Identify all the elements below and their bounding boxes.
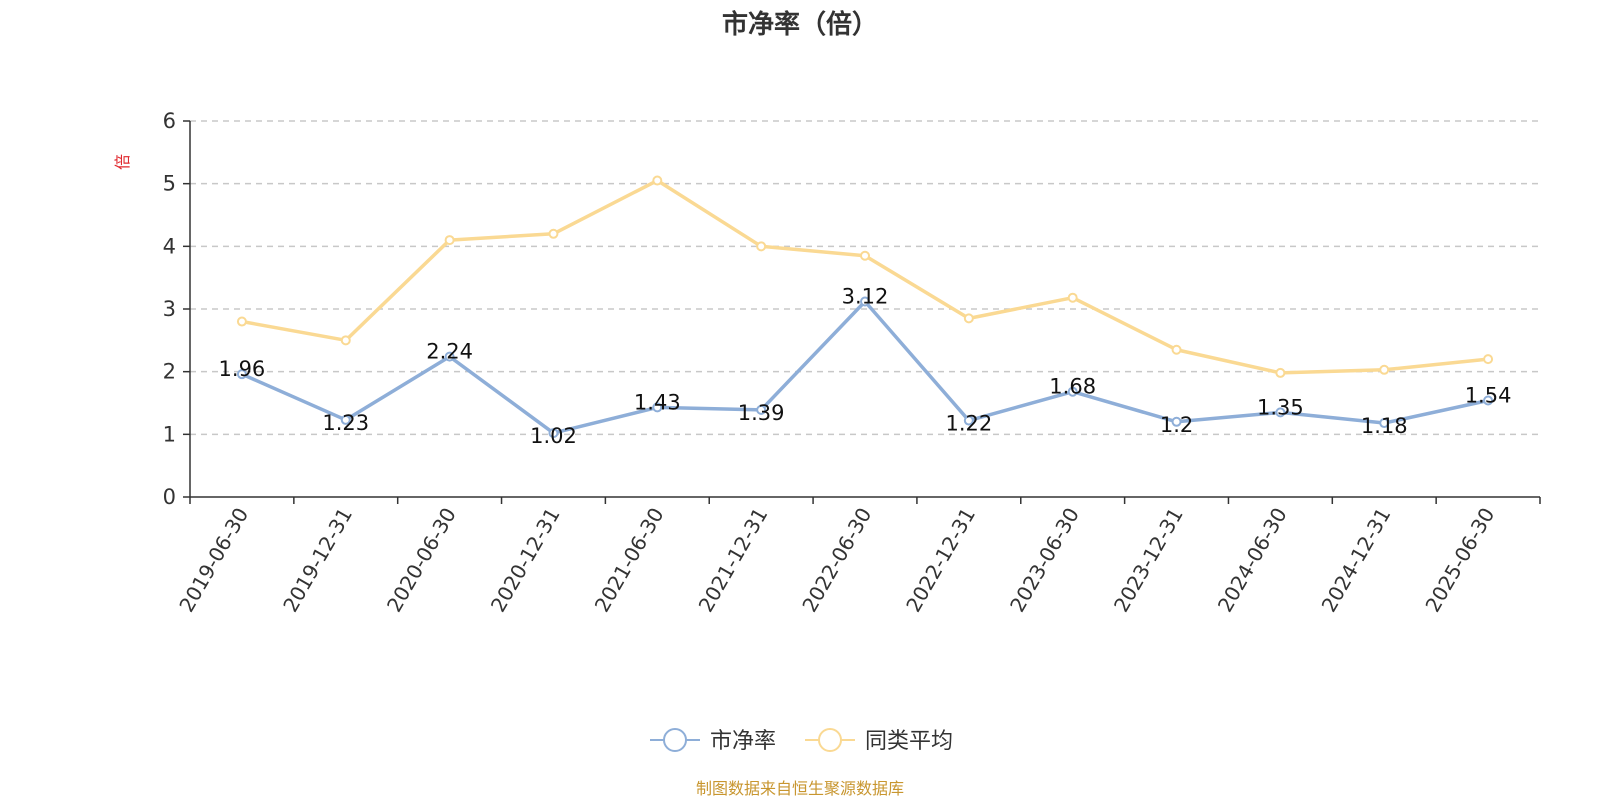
data-point[interactable] xyxy=(1379,418,1390,429)
data-label: 1.43 xyxy=(634,390,681,414)
data-label: 2.24 xyxy=(426,340,473,364)
data-point[interactable] xyxy=(548,228,559,239)
series-lines xyxy=(236,175,1494,439)
y-tick-label: 4 xyxy=(163,234,176,258)
y-tick-label: 1 xyxy=(163,422,176,446)
data-label: 1.35 xyxy=(1257,395,1304,419)
data-point[interactable] xyxy=(1171,416,1182,427)
y-tick-label: 3 xyxy=(163,297,176,321)
data-point[interactable] xyxy=(1379,364,1390,375)
legend-label: 同类平均 xyxy=(865,729,953,754)
data-label: 3.12 xyxy=(842,284,889,308)
data-label: 1.39 xyxy=(738,401,785,425)
data-point[interactable] xyxy=(1067,292,1078,303)
data-point[interactable] xyxy=(860,296,870,307)
chart-title: 市净率（倍） xyxy=(722,9,878,40)
data-point[interactable] xyxy=(340,414,351,425)
x-tick-label: 2024-12-31 xyxy=(1317,504,1396,617)
data-label: 1.68 xyxy=(1049,375,1096,399)
data-point[interactable] xyxy=(1275,407,1286,418)
data-point[interactable] xyxy=(963,313,974,324)
data-point[interactable] xyxy=(756,404,767,415)
y-tick-label: 6 xyxy=(163,109,176,133)
data-point[interactable] xyxy=(236,316,247,327)
legend-item-1[interactable]: 同类平均 xyxy=(805,728,953,754)
x-tick-label: 2023-06-30 xyxy=(1005,504,1084,617)
data-point[interactable] xyxy=(860,250,870,261)
data-label: 1.2 xyxy=(1160,413,1193,437)
x-tick-label: 2019-06-30 xyxy=(174,504,253,617)
y-axis-label: 倍 xyxy=(113,154,132,170)
x-tick-label: 2020-06-30 xyxy=(382,503,461,616)
x-tick-label: 2021-12-31 xyxy=(694,504,773,617)
y-tick-label: 0 xyxy=(163,485,176,509)
axes: 0 1 2 3 4 5 6 2019-06-30 2019-12-31 2020-06-30 202… xyxy=(163,109,1541,617)
data-point[interactable] xyxy=(1483,354,1494,365)
data-point[interactable] xyxy=(444,235,455,246)
x-tick-label: 2020-12-31 xyxy=(486,504,565,617)
data-label: 1.96 xyxy=(219,357,266,381)
data-point[interactable] xyxy=(1171,344,1182,355)
data-point[interactable] xyxy=(236,369,247,380)
legend-item-0[interactable]: 市净率 xyxy=(650,728,776,754)
x-tick-label: 2022-06-30 xyxy=(797,504,876,617)
legend-marker-icon xyxy=(663,728,687,752)
data-label: 1.23 xyxy=(322,411,369,435)
data-point[interactable] xyxy=(963,415,974,426)
legend-label: 市净率 xyxy=(710,729,776,754)
x-tick-label: 2022-12-31 xyxy=(901,504,980,617)
data-point[interactable] xyxy=(548,428,559,439)
data-point[interactable] xyxy=(756,241,767,252)
data-label: 1.54 xyxy=(1465,383,1512,407)
data-point[interactable] xyxy=(1067,386,1078,397)
y-tick-label: 2 xyxy=(163,360,176,384)
x-tick-label: 2021-06-30 xyxy=(590,504,669,617)
legend-marker-icon xyxy=(818,728,842,752)
y-tick-label: 5 xyxy=(163,172,176,196)
data-labels: 1.96 1.23 2.24 1.02 1.43 1.39 3.12 1.22 1.68 1.2 1… xyxy=(219,284,1512,448)
x-tick-label: 2025-06-30 xyxy=(1420,504,1499,617)
legend[interactable]: 市净率 同类平均 xyxy=(650,728,953,754)
data-label: 1.18 xyxy=(1361,414,1408,438)
data-point[interactable] xyxy=(652,175,663,186)
x-tick-label: 2024-06-30 xyxy=(1213,504,1292,617)
grid-lines xyxy=(190,120,1540,436)
data-point[interactable] xyxy=(652,402,663,413)
data-point[interactable] xyxy=(1483,395,1494,406)
data-point[interactable] xyxy=(1275,367,1286,378)
data-point[interactable] xyxy=(444,351,455,362)
data-source-note: 制图数据来自恒生聚源数据库 xyxy=(696,779,904,798)
data-label: 1.22 xyxy=(945,412,992,436)
data-point[interactable] xyxy=(340,335,351,346)
x-tick-label: 2023-12-31 xyxy=(1109,504,1188,617)
x-tick-label: 2019-12-31 xyxy=(278,504,357,617)
data-label: 1.02 xyxy=(530,424,577,448)
